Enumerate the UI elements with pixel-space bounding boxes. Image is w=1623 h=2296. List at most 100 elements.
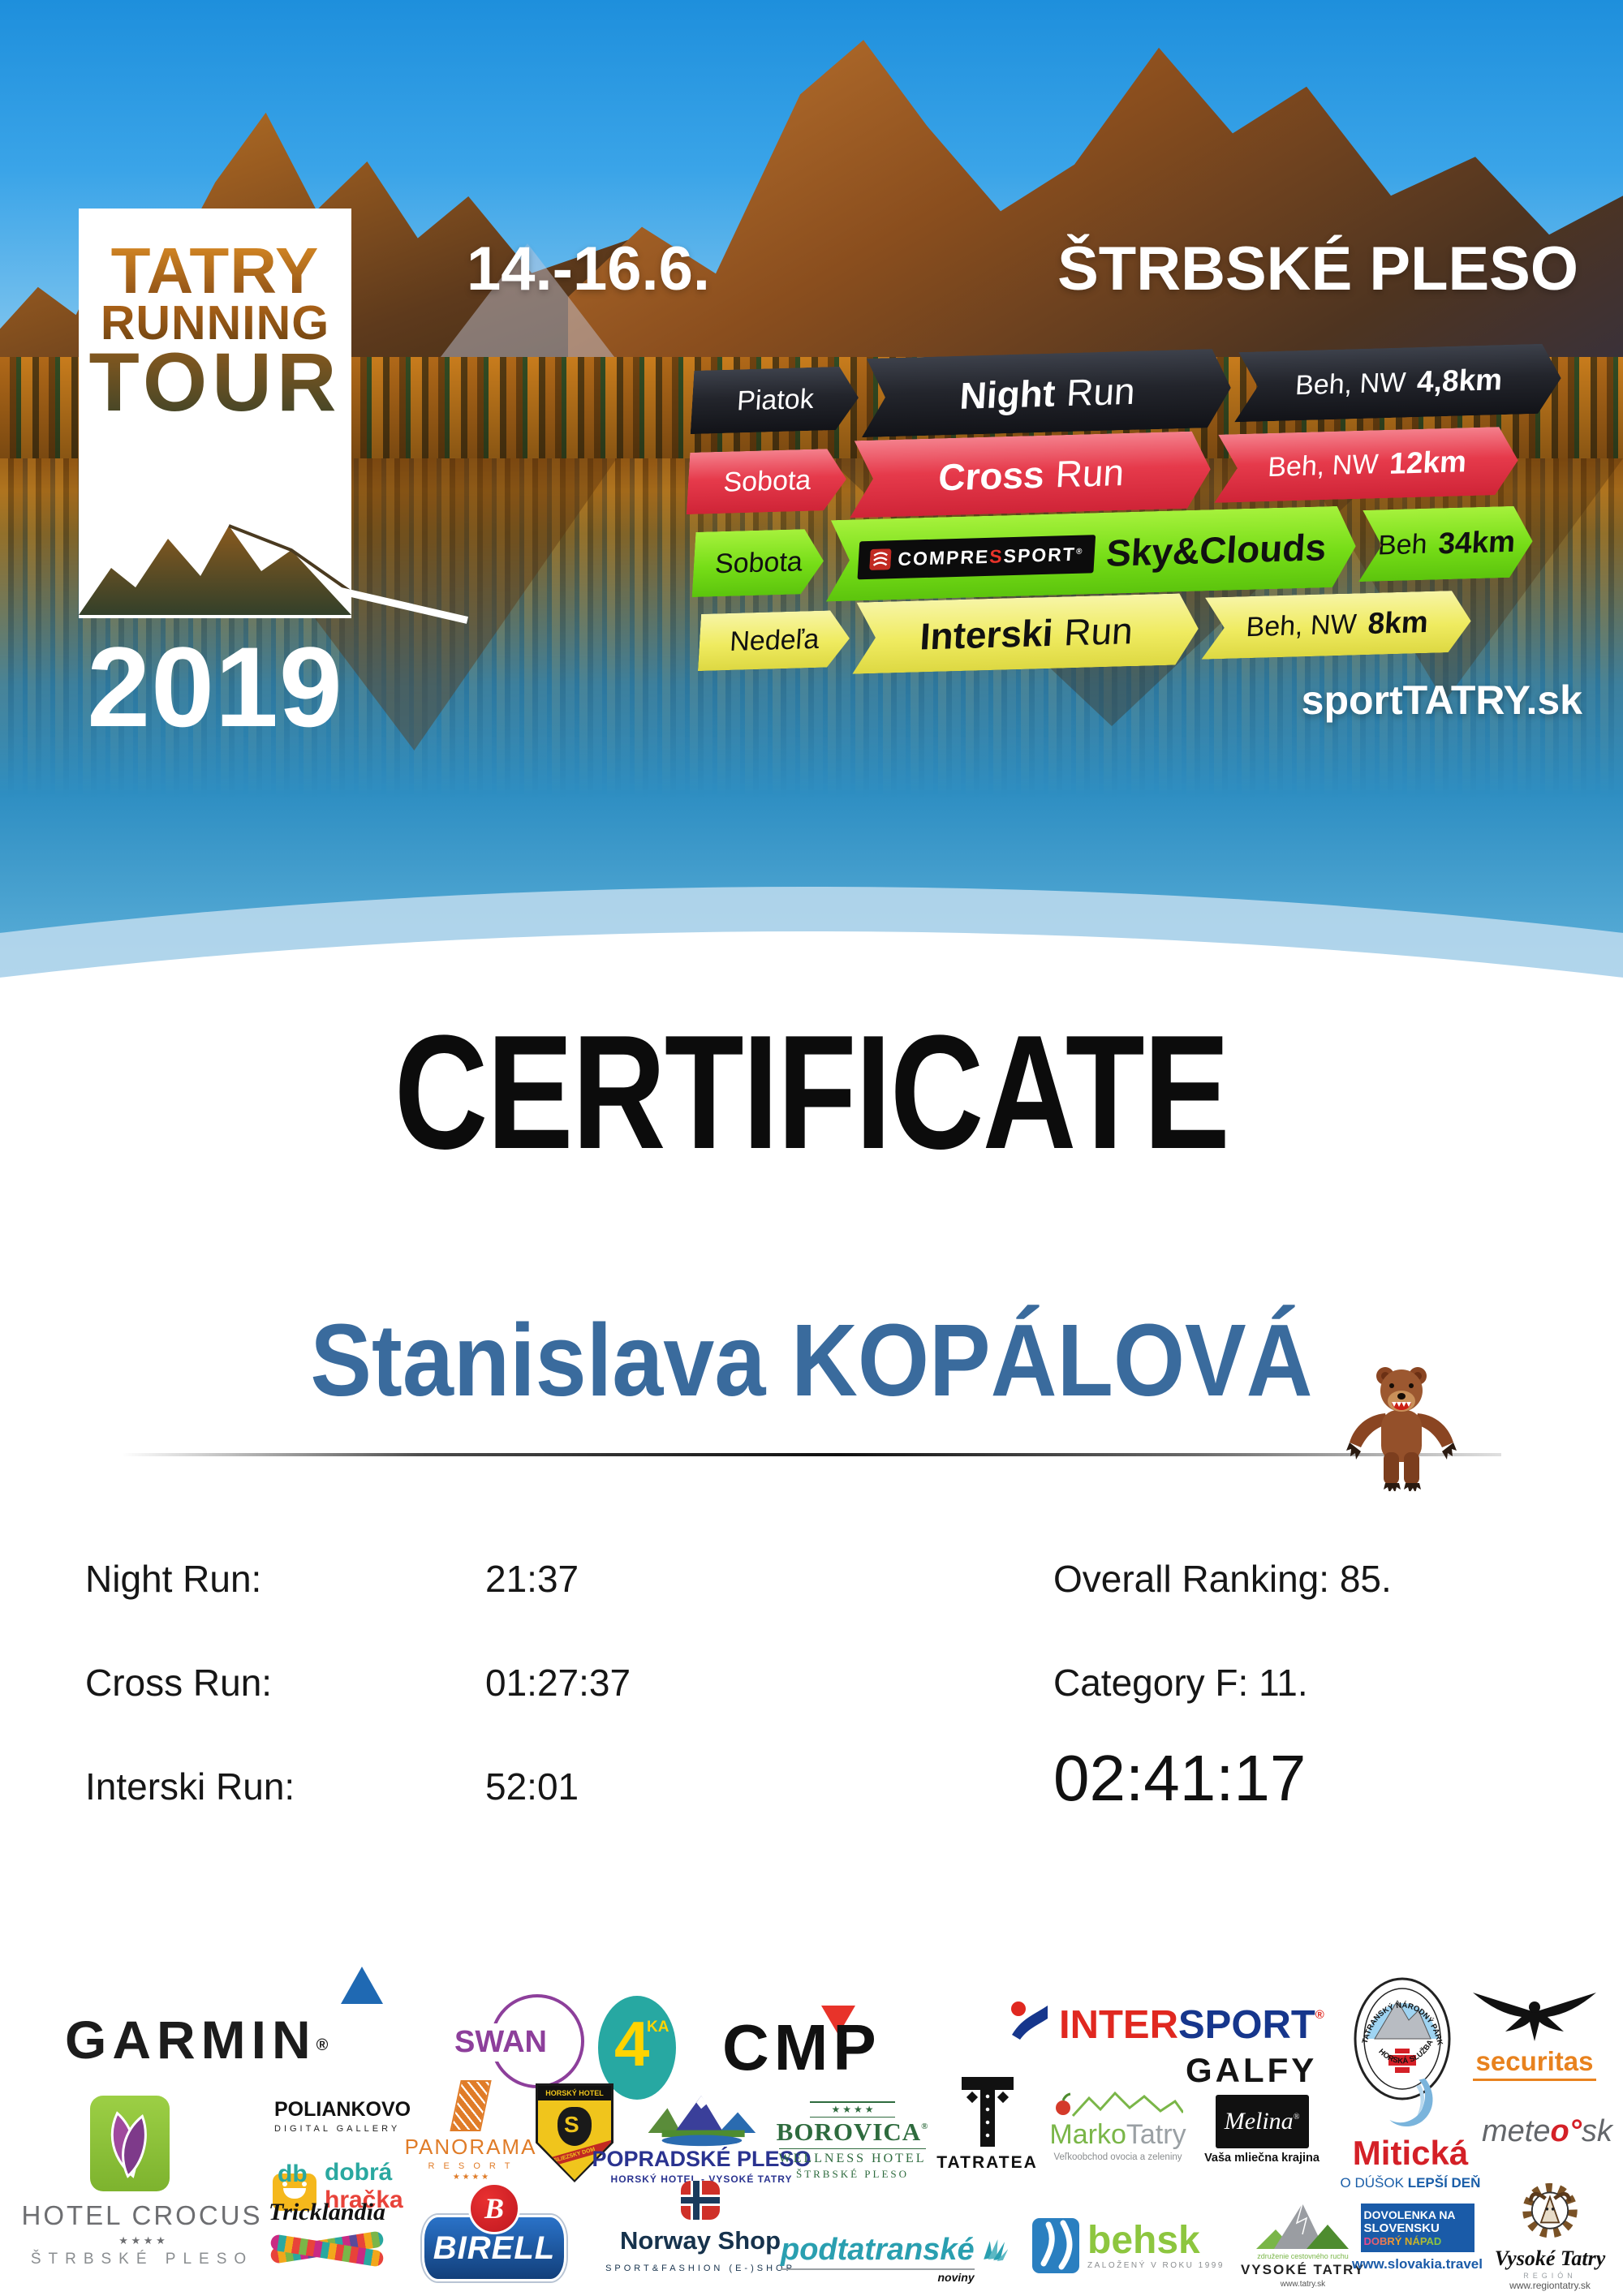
sponsor-logo-popradske-pleso: POPRADSKÉ PLESO HORSKÝ HOTEL - VYSOKÉ TA… <box>592 2092 812 2185</box>
melina-box: Melina® <box>1215 2095 1309 2148</box>
sponsor-logo-podtatranske-noviny: podtatranské noviny <box>781 2221 1008 2284</box>
garmin-wordmark: GARMIN® <box>65 2010 334 2070</box>
race-name: Cross Run <box>850 431 1212 518</box>
panorama-stars: ★ ★ ★ ★ <box>452 2173 489 2182</box>
sponsor-logo-4ka: 4 KA <box>598 1996 676 2100</box>
norway-shop-wordmark: Norway Shop <box>619 2226 781 2255</box>
logo-line-1: TATRY <box>110 234 320 307</box>
sponsor-logo-intersport: INTERSPORT® GALFY <box>1009 1997 1325 2095</box>
markotatry-sub: Veľkoobchod ovocia a zeleniny <box>1053 2152 1182 2162</box>
race-day: Sobota <box>692 528 826 597</box>
cmp-wordmark: CMP <box>722 2011 881 2083</box>
result-row: Night Run: 21:37 <box>85 1554 978 1603</box>
sponsor-logo-securitas: securitas <box>1466 1988 1604 2097</box>
overall-ranking-label: Overall Ranking: <box>1053 1558 1330 1600</box>
crest-letter: S <box>564 2112 579 2137</box>
race-distance: Beh, NW 8km <box>1201 590 1472 659</box>
birell-b: B <box>484 2192 504 2225</box>
sponsor-logo-melina: Melina® Vaša mliečna krajina <box>1204 2095 1319 2172</box>
birell-badge: B <box>468 2182 520 2234</box>
category-label: Category F: <box>1053 1662 1249 1704</box>
hotel-crocus-stars: ★ ★ ★ ★ <box>118 2234 166 2247</box>
behsk-sub: ZALOŽENÝ V ROKU 1999 <box>1087 2260 1225 2270</box>
event-title: 14.-16.6. ŠTRBSKÉ PLESO <box>467 234 1578 304</box>
race-distance: Beh, NW 4,8km <box>1234 343 1563 422</box>
race-distance: Beh, NW 12km <box>1214 426 1520 503</box>
popradske-mountains-icon <box>648 2096 756 2147</box>
region-tatry-goat-icon <box>1522 2182 1578 2238</box>
behsk-runner-icon <box>1032 2218 1079 2273</box>
result-row: Cross Run: 01:27:37 <box>85 1658 978 1707</box>
result-label: Interski Run: <box>85 1765 295 1808</box>
dobra-word1: dobrá <box>325 2159 393 2186</box>
popradske-sub: HORSKÝ HOTEL - VYSOKÉ TATRY <box>610 2173 793 2185</box>
sponsor-logo-garmin: GARMIN® <box>65 1967 446 2080</box>
melina-wordmark: Melina® <box>1224 2108 1300 2135</box>
result-value: 01:27:37 <box>485 1662 631 1704</box>
sponsor-logo-swan: SWAN <box>451 1989 585 2095</box>
result-label: Night Run: <box>85 1558 262 1600</box>
sponsor-logo-tricklandia: Tricklandia <box>266 2199 388 2284</box>
intersport-wordmark: INTERSPORT® <box>1059 2003 1324 2047</box>
name-divider-line <box>122 1453 1501 1456</box>
race-name: COMPRESSPORT® Sky&Clouds <box>826 505 1358 601</box>
slovakia-travel-box: DOVOLENKA NA SLOVENSKU DOBRÝ NÁPAD <box>1360 2204 1474 2252</box>
race-banner-sky-and-clouds: Sobota COMPRESSPORT® Sky&Clouds Beh 34km <box>691 501 1540 605</box>
logo-line-2: RUNNING <box>100 295 330 350</box>
slovakia-travel-url: www.slovakia.travel <box>1352 2256 1483 2272</box>
tatratea-wordmark: TATRATEA <box>936 2153 1038 2172</box>
sponsor-logo-region-tatry: Vysoké Tatry REGIÓN www.regiontatry.sk <box>1493 2178 1607 2291</box>
crest-title: HORSKÝ HOTEL <box>538 2086 611 2100</box>
norway-shop-sub: SPORT&FASHION (E-)SHOP <box>605 2264 795 2273</box>
crocus-flower-icon <box>110 2111 147 2178</box>
race-day: Piatok <box>691 366 861 434</box>
category-row: Category F: 11. <box>1053 1658 1308 1707</box>
intersport-icon <box>1011 2001 1048 2040</box>
bear-mascot-icon <box>1346 1367 1457 1491</box>
vysoke-tatry-mountains-icon <box>1256 2203 1349 2249</box>
sponsor-logo-vysoke-tatry: združenie cestovného ruchu VYSOKÉ TATRY … <box>1241 2199 1363 2290</box>
podtatranske-wordmark: podtatranské <box>781 2232 975 2270</box>
sponsor-logo-hotel-crocus-icon <box>90 2096 170 2191</box>
sponsor-logo-tanap: TATRANSKÝ NÁRODNÝ PARK HORSKÁ SLUŽBA <box>1352 1976 1453 2102</box>
behsk-wordmark: behsk <box>1087 2218 1200 2262</box>
miticka-sub: O DÚŠOK LEPŠÍ DEŇ <box>1340 2175 1481 2191</box>
securitas-eagle-icon <box>1473 1993 1596 2041</box>
race-distance: Beh 34km <box>1358 505 1535 582</box>
miticka-wordmark: Mitická <box>1352 2134 1469 2172</box>
certificate-title: CERTIFICATE <box>394 1002 1230 1183</box>
total-time: 02:41:17 <box>1053 1742 1307 1814</box>
event-location: ŠTRBSKÉ PLESO <box>1057 234 1578 303</box>
sponsor-logo-tatratea: TATRATEA <box>936 2077 1036 2178</box>
compressport-icon <box>869 548 892 570</box>
miticka-splash-icon <box>1389 2078 1433 2127</box>
tanap-emblem: TATRANSKÝ NÁRODNÝ PARK HORSKÁ SLUŽBA <box>1354 1977 1451 2100</box>
tricklandia-wordmark: Tricklandia <box>269 2199 385 2225</box>
hero-photo: TATRY RUNNING TOUR 2019 14.-16.6. ŠTRBSK… <box>0 0 1623 998</box>
dobra-hracka-icon: db <box>273 2161 316 2211</box>
sponsor-logo-hotel-crocus-text: HOTEL CROCUS ★ ★ ★ ★ ŠTRBSKÉ PLESO <box>22 2200 260 2268</box>
4ka-numeral: 4 <box>614 2008 650 2079</box>
sponsor-logo-panorama: PANORAMA R E S O R T ★ ★ ★ ★ <box>404 2080 537 2182</box>
4ka-letters: KA <box>647 2019 669 2036</box>
tricklandia-ribbon <box>269 2229 385 2272</box>
sponsor-logo-meteo: meteo°sk <box>1482 2114 1612 2148</box>
region-tatry-name: Vysoké Tatry <box>1494 2247 1606 2270</box>
hotel-crocus-name: HOTEL CROCUS <box>21 2200 263 2230</box>
region-tatry-sub2: www.regiontatry.sk <box>1509 2280 1591 2291</box>
race-name: Interski Run <box>852 593 1200 674</box>
borovica-name: BOROVICA® <box>776 2118 929 2146</box>
galfy-wordmark: GALFY <box>1186 2051 1318 2089</box>
tatratea-ornament-icon <box>961 2077 1014 2147</box>
dobra-word2: hračka <box>325 2186 403 2213</box>
category-value: 11. <box>1259 1662 1308 1704</box>
vysoke-tatry-name: VYSOKÉ TATRY <box>1240 2262 1366 2277</box>
result-value: 21:37 <box>485 1558 579 1600</box>
crest-eagle <box>558 2107 592 2146</box>
panorama-name: PANORAMA <box>404 2135 537 2159</box>
panorama-sub: R E S O R T <box>428 2161 514 2171</box>
result-row: Interski Run: 52:01 <box>85 1762 978 1811</box>
sponsor-logo-cmp: CMP <box>722 2004 958 2085</box>
markotatry-wordmark: MarkoTatry <box>1049 2119 1186 2150</box>
